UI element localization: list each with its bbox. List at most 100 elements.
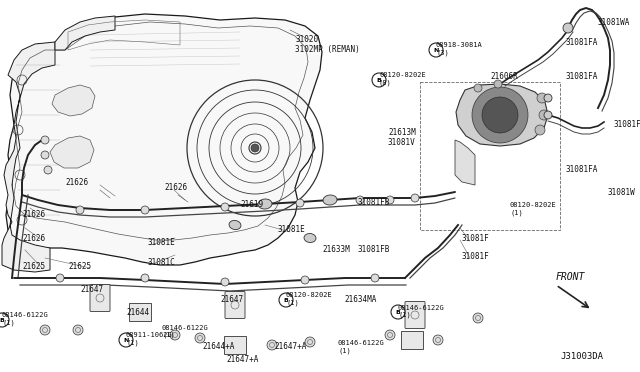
- Text: 08120-8202E
(1): 08120-8202E (1): [510, 202, 557, 215]
- Text: 21626: 21626: [164, 183, 187, 192]
- Text: 31081F: 31081F: [462, 234, 490, 243]
- Circle shape: [195, 333, 205, 343]
- Text: 08146-6122G
(1): 08146-6122G (1): [338, 340, 385, 353]
- Circle shape: [474, 84, 482, 92]
- Circle shape: [170, 330, 180, 340]
- Text: 21644+A: 21644+A: [202, 342, 234, 351]
- FancyBboxPatch shape: [405, 301, 425, 328]
- Circle shape: [539, 110, 549, 120]
- Circle shape: [433, 335, 443, 345]
- Text: 21626: 21626: [22, 210, 45, 219]
- Text: 21647+A: 21647+A: [274, 342, 307, 351]
- Bar: [401, 331, 423, 349]
- Circle shape: [371, 274, 379, 282]
- Text: 21634MA: 21634MA: [344, 295, 376, 304]
- Circle shape: [472, 87, 528, 143]
- Circle shape: [221, 278, 229, 286]
- Text: J31003DA: J31003DA: [560, 352, 603, 361]
- Text: B: B: [376, 77, 381, 83]
- Text: 08146-6122G
(1): 08146-6122G (1): [398, 305, 445, 318]
- FancyBboxPatch shape: [90, 285, 110, 311]
- Text: 21626: 21626: [65, 178, 88, 187]
- Text: 21647: 21647: [80, 285, 103, 294]
- Ellipse shape: [258, 199, 272, 209]
- Polygon shape: [2, 42, 55, 272]
- Text: 21633M: 21633M: [322, 245, 349, 254]
- Circle shape: [535, 125, 545, 135]
- Text: 31081E: 31081E: [148, 238, 176, 247]
- Text: 31081FA: 31081FA: [566, 72, 598, 81]
- Circle shape: [279, 293, 293, 307]
- Circle shape: [44, 166, 52, 174]
- Circle shape: [473, 313, 483, 323]
- Polygon shape: [52, 85, 95, 116]
- Ellipse shape: [304, 234, 316, 243]
- Circle shape: [386, 196, 394, 204]
- Bar: [224, 336, 246, 354]
- Circle shape: [563, 23, 573, 33]
- Circle shape: [494, 80, 502, 88]
- Polygon shape: [6, 14, 322, 265]
- Text: 21606R: 21606R: [490, 72, 518, 81]
- Text: 31081C: 31081C: [148, 258, 176, 267]
- Text: 31020
3102MP (REMAN): 31020 3102MP (REMAN): [295, 35, 360, 54]
- Text: 31081FA: 31081FA: [566, 165, 598, 174]
- Text: 21626: 21626: [22, 234, 45, 243]
- Text: 21625: 21625: [22, 262, 45, 271]
- Circle shape: [305, 337, 315, 347]
- Text: 31081FB: 31081FB: [358, 198, 390, 207]
- Text: 21625: 21625: [68, 262, 91, 271]
- Text: FRONT: FRONT: [556, 272, 586, 282]
- Circle shape: [41, 151, 49, 159]
- Circle shape: [141, 206, 149, 214]
- Text: 08911-1062G
(1): 08911-1062G (1): [126, 332, 173, 346]
- Circle shape: [537, 93, 547, 103]
- Text: 21644: 21644: [126, 308, 149, 317]
- Circle shape: [76, 206, 84, 214]
- FancyBboxPatch shape: [225, 292, 245, 318]
- Text: 21619: 21619: [240, 200, 263, 209]
- Text: N: N: [124, 337, 129, 343]
- Circle shape: [296, 199, 304, 207]
- Circle shape: [301, 276, 309, 284]
- Circle shape: [391, 305, 405, 319]
- Text: 08120-8202E
(8): 08120-8202E (8): [379, 72, 426, 86]
- Ellipse shape: [229, 221, 241, 230]
- Circle shape: [141, 274, 149, 282]
- Text: 31081WA: 31081WA: [598, 18, 630, 27]
- Text: 31081W: 31081W: [608, 188, 636, 197]
- Ellipse shape: [323, 195, 337, 205]
- Text: 08120-8202E
(1): 08120-8202E (1): [286, 292, 333, 305]
- Circle shape: [356, 196, 364, 204]
- Circle shape: [267, 340, 277, 350]
- Circle shape: [544, 94, 552, 102]
- Text: 21647: 21647: [220, 295, 243, 304]
- Text: 31081FA: 31081FA: [614, 120, 640, 129]
- Text: N: N: [433, 48, 438, 52]
- Text: 21647+A: 21647+A: [226, 355, 259, 364]
- Circle shape: [40, 325, 50, 335]
- Circle shape: [221, 203, 229, 211]
- Circle shape: [41, 136, 49, 144]
- Circle shape: [73, 325, 83, 335]
- Polygon shape: [55, 16, 115, 50]
- Circle shape: [372, 73, 386, 87]
- Circle shape: [385, 330, 395, 340]
- Text: B: B: [284, 298, 289, 302]
- Circle shape: [119, 333, 133, 347]
- Circle shape: [0, 313, 9, 327]
- Circle shape: [56, 274, 64, 282]
- Text: 31081FA: 31081FA: [566, 38, 598, 47]
- Polygon shape: [456, 84, 548, 146]
- Text: 21613M
31081V: 21613M 31081V: [388, 128, 416, 147]
- Circle shape: [251, 144, 259, 152]
- Text: 08146-6122G
(1): 08146-6122G (1): [162, 325, 209, 339]
- Polygon shape: [455, 140, 475, 185]
- Bar: [129, 303, 151, 321]
- Text: 08918-3081A
(3): 08918-3081A (3): [436, 42, 483, 55]
- Circle shape: [411, 194, 419, 202]
- Circle shape: [429, 43, 443, 57]
- Circle shape: [482, 97, 518, 133]
- Text: B: B: [396, 310, 401, 314]
- Text: 31081FB: 31081FB: [358, 245, 390, 254]
